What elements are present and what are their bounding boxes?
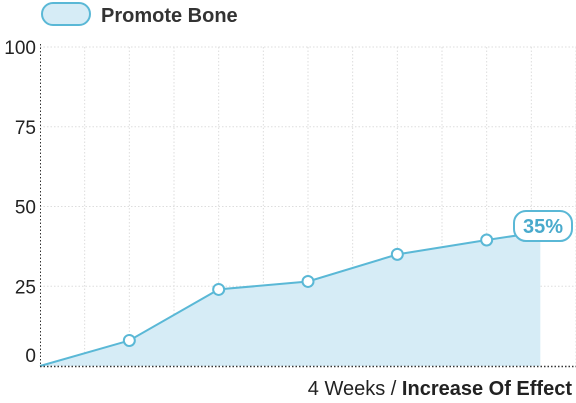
grid-lines	[40, 46, 576, 366]
series-area	[40, 232, 541, 366]
data-point	[390, 247, 404, 261]
value-badge-text: 35%	[523, 216, 563, 238]
data-point	[122, 333, 136, 347]
data-point	[301, 274, 315, 288]
legend[interactable]: Promote Bone	[41, 2, 238, 27]
data-point	[480, 233, 494, 247]
legend-label: Promote Bone	[101, 5, 238, 27]
x-axis-label: 4 Weeks / Increase Of Effect	[308, 378, 573, 400]
y-tick-label: 75	[15, 118, 36, 139]
value-badge-box	[513, 210, 573, 242]
series-points	[122, 233, 494, 347]
legend-swatch	[41, 2, 91, 26]
y-tick-label: 25	[15, 277, 36, 298]
y-tick-label: 50	[15, 198, 36, 219]
data-point	[212, 282, 226, 296]
y-axis-ticks: 0 25 50 75 100	[4, 38, 36, 367]
value-badge: 35%	[513, 210, 573, 242]
y-tick-label: 100	[4, 38, 36, 59]
y-tick-label: 0	[25, 346, 36, 367]
x-axis-label-main: Increase Of Effect	[402, 378, 572, 400]
x-axis-label-prefix: 4 Weeks /	[308, 378, 402, 400]
